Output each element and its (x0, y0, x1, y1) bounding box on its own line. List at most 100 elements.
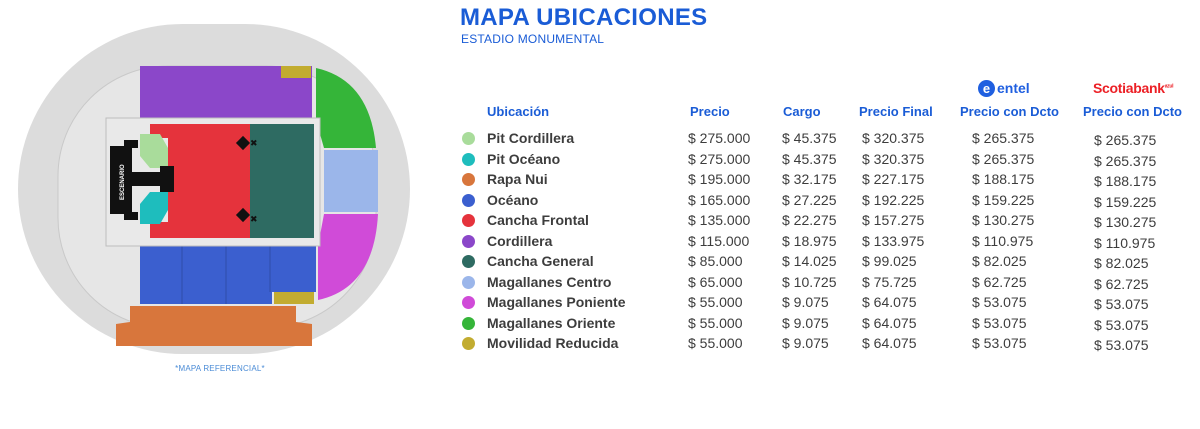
zone-color-dot (462, 337, 475, 350)
zone-name: Cancha General (487, 253, 594, 269)
table-row: Magallanes Poniente $ 55.000 $ 9.075 $ 64.0… (462, 293, 1182, 313)
cell-scotia: $ 62.725 (1094, 275, 1149, 292)
zone-color-dot (462, 214, 475, 227)
cell-scotia: $ 53.075 (1094, 337, 1149, 353)
zone-color-dot (462, 173, 475, 186)
cell-fee: $ 45.375 (782, 130, 837, 146)
column-header-final: Precio Final (859, 104, 933, 119)
cell-final: $ 64.075 (862, 294, 917, 310)
zone-pit-oceano[interactable] (140, 192, 168, 224)
zone-cordillera[interactable] (140, 66, 312, 118)
cell-final: $ 99.025 (862, 253, 917, 269)
page-subtitle: ESTADIO MONUMENTAL (461, 32, 605, 46)
zone-name: Pit Océano (487, 150, 561, 167)
zone-color-dot (462, 132, 475, 145)
cell-final: $ 75.725 (862, 273, 917, 290)
zone-name: Cancha Frontal (487, 212, 589, 228)
cell-price: $ 195.000 (688, 171, 751, 187)
stage-label: ESCENARIO (120, 164, 126, 200)
cell-scotia: $ 130.275 (1094, 214, 1157, 230)
column-header-price: Precio (690, 104, 730, 119)
scotiabank-logo: Scotiabankazul (1093, 80, 1174, 96)
zone-magallanes-poniente[interactable] (318, 214, 378, 300)
zone-color-dot (462, 255, 475, 268)
cell-fee: $ 9.075 (782, 314, 829, 331)
table-row: Cancha General $ 85.000 $ 14.025 $ 99.025 $ … (462, 252, 1182, 272)
cell-entel: $ 110.975 (972, 232, 1034, 249)
table-row: Rapa Nui $ 195.000 $ 32.175 $ 227.175 $ 188.… (462, 170, 1182, 190)
cell-entel: $ 53.075 (972, 294, 1027, 310)
cell-price: $ 55.000 (688, 335, 743, 351)
cell-final: $ 64.075 (862, 314, 917, 331)
zone-name: Rapa Nui (487, 171, 548, 187)
cell-entel: $ 53.075 (972, 335, 1027, 351)
zone-name: Cordillera (487, 232, 553, 249)
table-row: Cancha Frontal $ 135.000 $ 22.275 $ 157.275… (462, 211, 1182, 231)
table-row: Pit Cordillera $ 275.000 $ 45.375 $ 320.375… (462, 129, 1182, 149)
cell-final: $ 320.375 (862, 150, 925, 167)
cell-final: $ 320.375 (862, 130, 925, 146)
zone-pit-cordillera[interactable] (140, 134, 168, 168)
column-header-location: Ubicación (487, 104, 550, 119)
cell-entel: $ 265.375 (972, 150, 1035, 167)
entel-logo-text: entel (997, 80, 1030, 96)
cell-fee: $ 9.075 (782, 335, 829, 351)
scotiabank-logo-suffix: azul (1164, 83, 1174, 90)
table-row: Cordillera $ 115.000 $ 18.975 $ 133.975 $ 11… (462, 232, 1182, 252)
table-row: Pit Océano $ 275.000 $ 45.375 $ 320.375 $ 26… (462, 150, 1182, 170)
zone-color-dot (462, 193, 475, 207)
cell-entel: $ 53.075 (972, 314, 1027, 331)
cell-price: $ 85.000 (688, 253, 743, 269)
table-row: Movilidad Reducida $ 55.000 $ 9.075 $ 64.07… (462, 334, 1182, 354)
cell-price: $ 135.000 (688, 212, 751, 228)
cell-entel: $ 82.025 (972, 253, 1027, 269)
cell-fee: $ 45.375 (782, 150, 837, 167)
cell-final: $ 157.275 (862, 212, 925, 228)
cell-final: $ 192.225 (862, 191, 925, 208)
cell-fee: $ 32.175 (782, 171, 837, 187)
cell-final: $ 64.075 (862, 335, 917, 351)
zone-magallanes-oriente[interactable] (316, 68, 376, 148)
zone-magallanes-centro[interactable] (324, 150, 378, 212)
zone-color-dot (462, 234, 475, 248)
table-row: Océano $ 165.000 $ 27.225 $ 192.225 $ 159.22… (462, 191, 1182, 211)
zone-name: Océano (487, 191, 539, 208)
cell-entel: $ 188.175 (972, 171, 1035, 187)
entel-logo-icon: e (978, 80, 995, 97)
cell-scotia: $ 265.375 (1094, 132, 1157, 148)
zone-name: Magallanes Oriente (487, 314, 616, 331)
cell-entel: $ 130.275 (972, 212, 1035, 228)
map-note: *MAPA REFERENCIAL* (175, 364, 265, 373)
zone-color-dot (462, 275, 475, 289)
table-row: Magallanes Centro $ 65.000 $ 10.725 $ 75.72… (462, 273, 1182, 293)
cell-entel: $ 62.725 (972, 273, 1027, 290)
cell-scotia: $ 53.075 (1094, 316, 1149, 333)
stadium-map: ESCENARIO ✖ ✖ (18, 24, 410, 354)
zone-cancha-general[interactable] (248, 124, 314, 238)
table-row: Magallanes Oriente $ 55.000 $ 9.075 $ 64.07… (462, 314, 1182, 334)
scotiabank-logo-text: Scotiabank (1093, 80, 1165, 96)
zone-name: Magallanes Poniente (487, 294, 626, 310)
cell-scotia: $ 110.975 (1094, 234, 1156, 251)
cell-scotia: $ 82.025 (1094, 255, 1149, 271)
zone-movilidad-top[interactable] (281, 66, 311, 78)
zone-movilidad-bottom[interactable] (274, 292, 314, 304)
cell-price: $ 275.000 (688, 150, 751, 167)
cell-scotia: $ 53.075 (1094, 296, 1149, 312)
cell-price: $ 275.000 (688, 130, 751, 146)
zone-rapa-nui[interactable] (116, 306, 312, 346)
zone-color-dot (462, 296, 475, 309)
svg-text:✖: ✖ (250, 138, 258, 148)
zone-oceano[interactable] (140, 244, 316, 304)
mix-tower-icon: ✖ (235, 135, 258, 151)
cell-final: $ 227.175 (862, 171, 925, 187)
cell-fee: $ 27.225 (782, 191, 837, 208)
column-header-fee: Cargo (783, 104, 821, 119)
entel-logo: e entel (978, 80, 1030, 97)
cell-scotia: $ 188.175 (1094, 173, 1157, 189)
cell-scotia: $ 159.225 (1094, 193, 1157, 210)
cell-fee: $ 22.275 (782, 212, 837, 228)
zone-cancha-frontal[interactable] (150, 124, 250, 238)
cell-price: $ 165.000 (688, 191, 751, 208)
column-header-scotia-discount: Precio con Dcto (1083, 104, 1182, 119)
